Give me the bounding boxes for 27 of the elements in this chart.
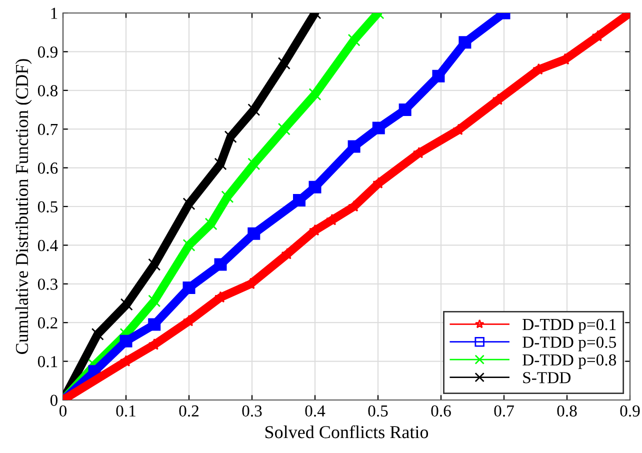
y-axis-title: Cumulative Distribution Function (CDF) bbox=[15, 59, 32, 354]
x-tick-label: 0.4 bbox=[305, 405, 326, 417]
x-tick-label: 0.5 bbox=[368, 405, 388, 417]
x-tick-label: 0 bbox=[59, 405, 67, 417]
y-tick-label: 0.5 bbox=[38, 201, 58, 213]
legend-label: D-TDD p=0.1 bbox=[522, 318, 616, 334]
x-axis-title: Solved Conflicts Ratio bbox=[265, 425, 428, 438]
x-tick-label: 0.7 bbox=[494, 405, 514, 417]
y-tick-label: 0.9 bbox=[38, 46, 58, 58]
legend-label: D-TDD p=0.8 bbox=[522, 354, 616, 369]
legend-label: S-TDD bbox=[523, 372, 570, 384]
x-tick-label: 0.1 bbox=[116, 405, 136, 417]
x-tick-label: 0.8 bbox=[557, 405, 577, 417]
y-tick-label: 0.8 bbox=[38, 85, 58, 96]
y-tick-label: 0.2 bbox=[38, 317, 58, 329]
y-tick-label: 0 bbox=[50, 394, 58, 406]
y-tick-label: 0.1 bbox=[38, 356, 58, 368]
x-tick-label: 0.3 bbox=[242, 405, 262, 417]
y-tick-label: 0.7 bbox=[38, 124, 58, 136]
y-tick-label: 0.4 bbox=[38, 240, 58, 252]
x-tick-label: 0.9 bbox=[620, 405, 640, 417]
y-tick-label: 1 bbox=[51, 8, 58, 19]
y-tick-label: 0.6 bbox=[38, 162, 58, 174]
x-tick-label: 0.6 bbox=[431, 405, 451, 417]
y-tick-label: 0.3 bbox=[38, 278, 58, 290]
x-tick-label: 0.2 bbox=[179, 405, 198, 417]
legend-label: D-TDD p=0.5 bbox=[522, 336, 616, 352]
